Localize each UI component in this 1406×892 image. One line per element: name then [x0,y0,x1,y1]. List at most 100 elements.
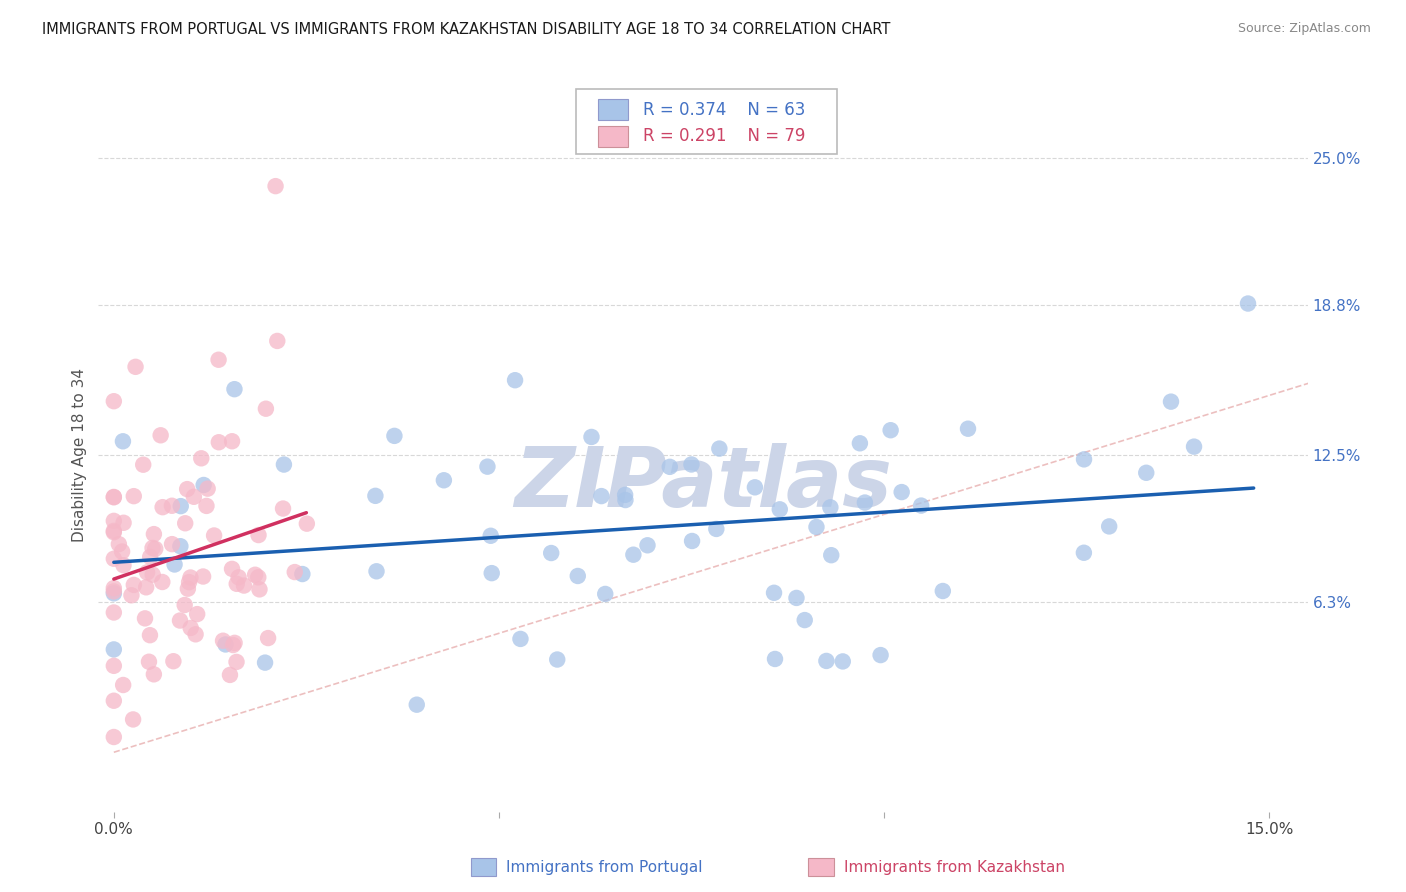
Point [138,655,160,669]
Point [266,334,288,348]
Point [681,458,703,472]
Point [183,490,205,504]
Point [249,582,271,597]
Point [1160,394,1182,409]
Point [141,541,163,555]
Point [103,658,125,673]
Point [1098,519,1121,533]
Point [591,489,613,503]
Point [890,485,912,500]
Point [103,586,125,600]
Point [271,501,294,516]
Point [228,570,250,584]
Point [173,598,195,612]
Point [142,527,165,541]
Point [225,655,247,669]
Point [503,373,526,387]
Text: Immigrants from Kazakhstan: Immigrants from Kazakhstan [844,860,1064,874]
Point [142,567,165,582]
Point [103,730,125,744]
Point [176,482,198,496]
Point [295,516,318,531]
Point [820,548,842,562]
Point [208,435,231,450]
Point [112,558,135,573]
Point [112,516,135,530]
Point [384,429,406,443]
Point [103,551,125,566]
Point [163,558,186,572]
Text: R = 0.374    N = 63: R = 0.374 N = 63 [643,101,804,119]
Point [291,567,314,582]
Point [405,698,427,712]
Point [567,569,589,583]
Y-axis label: Disability Age 18 to 34: Disability Age 18 to 34 [72,368,87,542]
Text: IMMIGRANTS FROM PORTUGAL VS IMMIGRANTS FROM KAZAKHSTAN DISABILITY AGE 18 TO 34 C: IMMIGRANTS FROM PORTUGAL VS IMMIGRANTS F… [42,22,890,37]
Point [815,654,838,668]
Point [806,520,828,534]
Point [910,499,932,513]
Point [593,587,616,601]
Point [177,575,200,590]
Point [763,586,786,600]
Point [179,570,201,584]
Point [222,638,245,652]
Text: R = 0.291    N = 79: R = 0.291 N = 79 [643,128,804,145]
Point [704,522,727,536]
Point [103,525,125,540]
Point [207,352,229,367]
Point [658,459,681,474]
Point [122,489,145,503]
Point [932,584,955,599]
Point [169,614,191,628]
Point [214,637,236,651]
Point [233,578,256,592]
Point [273,458,295,472]
Point [247,570,270,584]
Point [103,490,125,504]
Point [162,654,184,668]
Point [143,541,166,556]
Point [212,633,235,648]
Point [1182,440,1205,454]
Point [546,652,568,666]
Point [831,655,853,669]
Point [785,591,807,605]
Point [540,546,562,560]
Point [160,499,183,513]
Point [170,499,193,513]
Point [581,430,603,444]
Point [1073,546,1095,560]
Point [793,613,815,627]
Point [956,422,979,436]
Point [103,606,125,620]
Text: Immigrants from Portugal: Immigrants from Portugal [506,860,703,874]
Point [366,564,388,578]
Point [681,533,703,548]
Point [243,567,266,582]
Point [184,627,207,641]
Point [709,442,731,456]
Point [1237,296,1260,310]
Point [221,562,243,576]
Point [614,488,637,502]
Point [108,537,131,551]
Point [197,482,219,496]
Point [879,423,901,437]
Point [433,473,456,487]
Text: Source: ZipAtlas.com: Source: ZipAtlas.com [1237,22,1371,36]
Point [190,451,212,466]
Point [134,611,156,625]
Point [744,480,766,494]
Point [191,569,214,583]
Point [621,548,644,562]
Point [221,434,243,449]
Point [219,668,242,682]
Point [202,528,225,542]
Point [122,578,145,592]
Point [180,621,202,635]
Point [364,489,387,503]
Point [139,628,162,642]
Point [637,538,659,552]
Point [614,493,637,508]
